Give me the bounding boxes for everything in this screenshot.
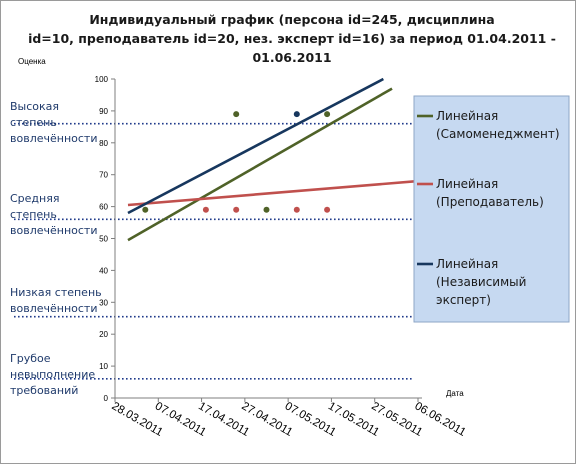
y-tick-label: 70	[99, 171, 108, 180]
chart-title-line-1: Индивидуальный график (персона id=245, д…	[89, 12, 494, 27]
legend-entry-label: Линейная	[436, 109, 498, 123]
zone-label: степень	[10, 208, 57, 221]
legend-entry-label: (Преподаватель)	[436, 195, 544, 209]
zone-threshold-lines	[14, 122, 414, 380]
y-tick-label: 40	[99, 266, 108, 275]
y-tick-label: 60	[99, 203, 108, 212]
chart-title-line-3: 01.06.2011	[252, 50, 331, 65]
data-point	[142, 206, 149, 213]
y-tick-label: 10	[99, 362, 108, 371]
data-point	[324, 111, 331, 118]
data-point	[263, 206, 270, 213]
trend-line	[127, 87, 393, 242]
zone-label: вовлечённости	[10, 224, 97, 237]
trend-line	[127, 179, 419, 207]
zone-label: невыполнение	[10, 368, 95, 381]
y-tick-label: 30	[99, 298, 108, 307]
legend-entry-label: (Независимый	[436, 275, 526, 289]
trend-lines	[127, 77, 419, 242]
zone-label: требований	[10, 384, 78, 397]
data-point	[293, 206, 300, 213]
y-axis-ticks: 0 10 20 30 40 50 60 70 80 90 100	[95, 75, 115, 403]
zone-label: Грубое	[10, 352, 51, 365]
legend-entry-label: Линейная	[436, 257, 498, 271]
y-tick-label: 100	[95, 75, 109, 84]
data-points	[142, 111, 331, 213]
data-point	[233, 111, 240, 118]
zone-label: вовлечённости	[10, 302, 97, 315]
data-point	[324, 206, 331, 213]
y-axis-label: Оценка	[18, 57, 46, 66]
zone-label: степень	[10, 116, 57, 129]
zone-labels: Высокая степень вовлечённости Средняя степен…	[10, 100, 102, 397]
x-axis-label: Дата	[446, 389, 464, 398]
legend-entry-label: (Самоменеджмент)	[436, 127, 560, 141]
y-tick-label: 80	[99, 139, 108, 148]
legend: Линейная (Самоменеджмент) Линейная (Препода…	[413, 95, 570, 323]
data-point	[233, 206, 240, 213]
y-tick-label: 20	[99, 330, 108, 339]
chart-title-line-2: id=10, преподаватель id=20, нез. эксперт…	[28, 31, 556, 46]
legend-entry-label: Линейная	[436, 177, 498, 191]
zone-label: Средняя	[10, 192, 59, 205]
zone-label: вовлечённости	[10, 132, 97, 145]
trend-line	[127, 77, 384, 215]
zone-label: Низкая степень	[10, 286, 102, 299]
data-point	[202, 206, 209, 213]
y-tick-label: 50	[99, 235, 108, 244]
legend-box	[413, 95, 570, 323]
y-tick-label: 0	[104, 394, 109, 403]
zone-label: Высокая	[10, 100, 59, 113]
data-point	[293, 111, 300, 118]
y-tick-label: 90	[99, 107, 108, 116]
legend-entry-label: эксперт)	[436, 293, 491, 307]
